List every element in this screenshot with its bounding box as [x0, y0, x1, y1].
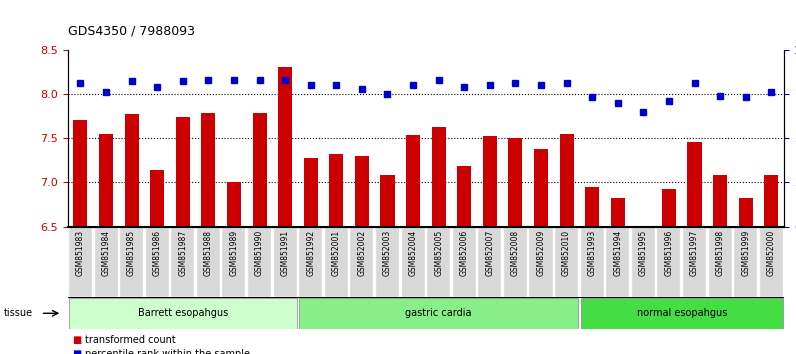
Bar: [171, 227, 194, 297]
Bar: [713, 175, 727, 227]
Text: GSM851991: GSM851991: [281, 230, 290, 276]
Bar: [146, 227, 169, 297]
Text: GSM852000: GSM852000: [767, 230, 776, 276]
Text: GSM852003: GSM852003: [383, 230, 392, 276]
Bar: [509, 138, 522, 227]
Text: GSM851993: GSM851993: [587, 230, 597, 276]
Bar: [683, 227, 706, 297]
Text: GSM852006: GSM852006: [460, 230, 469, 276]
Bar: [734, 227, 757, 297]
Text: gastric cardia: gastric cardia: [405, 308, 472, 318]
Bar: [478, 227, 501, 297]
Bar: [380, 175, 395, 227]
Text: GSM851999: GSM851999: [741, 230, 750, 276]
Bar: [453, 227, 476, 297]
Text: GSM851998: GSM851998: [716, 230, 724, 276]
Text: ■: ■: [72, 335, 81, 344]
Text: GSM852001: GSM852001: [332, 230, 341, 276]
Text: ■: ■: [72, 349, 81, 354]
Bar: [197, 227, 220, 297]
Bar: [560, 134, 574, 227]
Text: GSM851995: GSM851995: [639, 230, 648, 276]
Bar: [607, 227, 630, 297]
Bar: [401, 227, 424, 297]
Text: GSM852002: GSM852002: [357, 230, 366, 276]
Bar: [73, 120, 88, 227]
Text: GSM851989: GSM851989: [229, 230, 239, 276]
Bar: [739, 198, 753, 227]
Text: GSM851987: GSM851987: [178, 230, 187, 276]
Bar: [95, 227, 118, 297]
Bar: [176, 117, 189, 227]
Bar: [529, 227, 552, 297]
Bar: [355, 156, 369, 227]
Text: GSM852004: GSM852004: [408, 230, 418, 276]
Text: GSM852008: GSM852008: [511, 230, 520, 276]
Bar: [252, 113, 267, 227]
Bar: [227, 182, 241, 227]
Bar: [274, 227, 297, 297]
Bar: [657, 227, 681, 297]
Bar: [764, 175, 778, 227]
Bar: [580, 298, 782, 329]
Bar: [69, 298, 297, 329]
Bar: [534, 149, 548, 227]
Text: GSM851992: GSM851992: [306, 230, 315, 276]
Bar: [427, 227, 451, 297]
Bar: [759, 227, 782, 297]
Text: GSM852010: GSM852010: [562, 230, 571, 276]
Bar: [708, 227, 732, 297]
Bar: [150, 170, 164, 227]
Bar: [585, 187, 599, 227]
Text: transformed count: transformed count: [85, 335, 176, 344]
Text: percentile rank within the sample: percentile rank within the sample: [85, 349, 250, 354]
Bar: [330, 154, 343, 227]
Bar: [299, 298, 578, 329]
Text: GSM851996: GSM851996: [665, 230, 673, 276]
Bar: [431, 127, 446, 227]
Bar: [350, 227, 373, 297]
Bar: [406, 135, 420, 227]
Text: GSM851983: GSM851983: [76, 230, 85, 276]
Text: tissue: tissue: [4, 308, 33, 318]
Bar: [504, 227, 527, 297]
Bar: [222, 227, 245, 297]
Bar: [662, 189, 676, 227]
Text: Barrett esopahgus: Barrett esopahgus: [138, 308, 228, 318]
Bar: [611, 198, 625, 227]
Bar: [632, 227, 655, 297]
Text: GSM851990: GSM851990: [255, 230, 264, 276]
Text: GSM852005: GSM852005: [434, 230, 443, 276]
Bar: [125, 114, 139, 227]
Bar: [304, 159, 318, 227]
Bar: [99, 134, 113, 227]
Bar: [69, 227, 92, 297]
Bar: [120, 227, 143, 297]
Text: GSM852007: GSM852007: [486, 230, 494, 276]
Bar: [201, 113, 216, 227]
Bar: [278, 67, 292, 227]
Text: GSM851984: GSM851984: [102, 230, 111, 276]
Text: GSM851988: GSM851988: [204, 230, 213, 276]
Text: GDS4350 / 7988093: GDS4350 / 7988093: [68, 25, 195, 38]
Bar: [555, 227, 578, 297]
Bar: [580, 227, 603, 297]
Bar: [376, 227, 399, 297]
Text: GSM851986: GSM851986: [153, 230, 162, 276]
Text: GSM852009: GSM852009: [537, 230, 545, 276]
Bar: [299, 227, 322, 297]
Bar: [457, 166, 471, 227]
Bar: [248, 227, 271, 297]
Bar: [483, 136, 497, 227]
Text: GSM851985: GSM851985: [127, 230, 136, 276]
Text: GSM851997: GSM851997: [690, 230, 699, 276]
Bar: [325, 227, 348, 297]
Bar: [688, 142, 701, 227]
Text: GSM851994: GSM851994: [613, 230, 622, 276]
Text: normal esopahgus: normal esopahgus: [637, 308, 727, 318]
